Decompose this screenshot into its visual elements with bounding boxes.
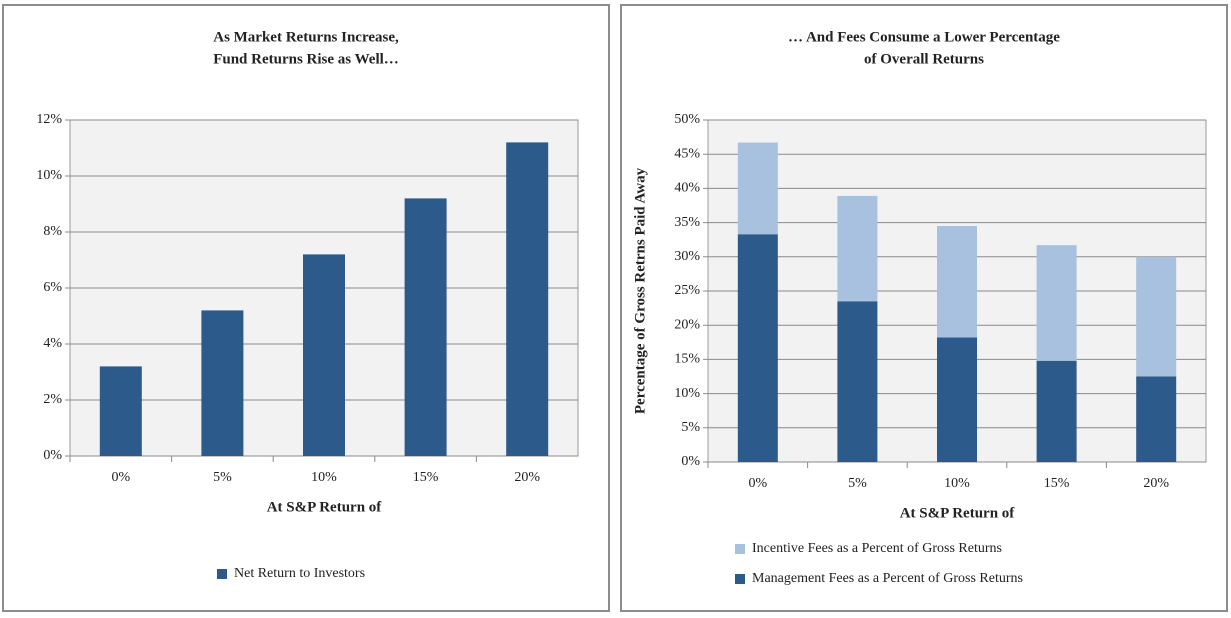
bar xyxy=(99,366,142,456)
bar xyxy=(506,142,549,456)
x-tick-label: 15% xyxy=(1044,476,1070,491)
bar xyxy=(737,234,778,462)
x-tick-label: 5% xyxy=(213,470,232,485)
y-axis-label: Percentage of Gross Retrns Paid Away xyxy=(632,167,648,414)
x-tick-label: 5% xyxy=(848,476,867,491)
y-tick-label: 0% xyxy=(43,448,62,463)
y-tick-label: 35% xyxy=(674,215,700,230)
y-tick-label: 10% xyxy=(36,168,62,183)
x-tick-label: 20% xyxy=(1143,476,1169,491)
y-tick-label: 4% xyxy=(43,336,62,351)
legend-swatch xyxy=(735,574,745,584)
x-axis-label: At S&P Return of xyxy=(900,505,1016,521)
legend-swatch xyxy=(217,569,227,579)
chart-title: Fund Returns Rise as Well… xyxy=(213,51,399,67)
bar xyxy=(303,254,345,456)
x-axis-label: At S&P Return of xyxy=(267,499,383,515)
bar xyxy=(937,337,977,462)
y-tick-label: 10% xyxy=(674,386,700,401)
y-tick-label: 45% xyxy=(674,146,700,161)
y-tick-label: 2% xyxy=(43,392,62,407)
x-tick-label: 0% xyxy=(111,470,130,485)
legend-label: Incentive Fees as a Percent of Gross Ret… xyxy=(752,541,1002,556)
legend-label: Net Return to Investors xyxy=(234,566,365,581)
y-tick-label: 12% xyxy=(36,112,62,127)
x-tick-label: 10% xyxy=(944,476,970,491)
bar xyxy=(1036,245,1077,361)
x-tick-label: 20% xyxy=(514,470,540,485)
bar xyxy=(201,310,244,456)
y-tick-label: 20% xyxy=(674,317,700,332)
y-tick-label: 30% xyxy=(674,249,700,264)
x-tick-label: 15% xyxy=(413,470,439,485)
bar xyxy=(937,226,977,338)
chart-title: of Overall Returns xyxy=(864,51,984,67)
x-tick-label: 10% xyxy=(311,470,337,485)
bar xyxy=(1036,360,1077,462)
y-tick-label: 8% xyxy=(43,224,62,239)
chart-title: As Market Returns Increase, xyxy=(213,29,399,45)
y-tick-label: 5% xyxy=(681,420,700,435)
legend-swatch xyxy=(735,544,745,554)
y-tick-label: 0% xyxy=(681,454,700,469)
bar xyxy=(404,198,447,456)
y-tick-label: 25% xyxy=(674,283,700,298)
y-tick-label: 50% xyxy=(674,112,700,127)
bar xyxy=(837,195,878,302)
y-tick-label: 6% xyxy=(43,280,62,295)
y-tick-label: 40% xyxy=(674,181,700,196)
y-tick-label: 15% xyxy=(674,352,700,367)
bar xyxy=(1136,256,1177,377)
bar xyxy=(1136,376,1177,462)
bar xyxy=(737,142,778,235)
bar xyxy=(837,301,878,462)
x-tick-label: 0% xyxy=(748,476,767,491)
chart-title: … And Fees Consume a Lower Percentage xyxy=(788,29,1060,45)
legend-label: Management Fees as a Percent of Gross Re… xyxy=(752,571,1023,586)
